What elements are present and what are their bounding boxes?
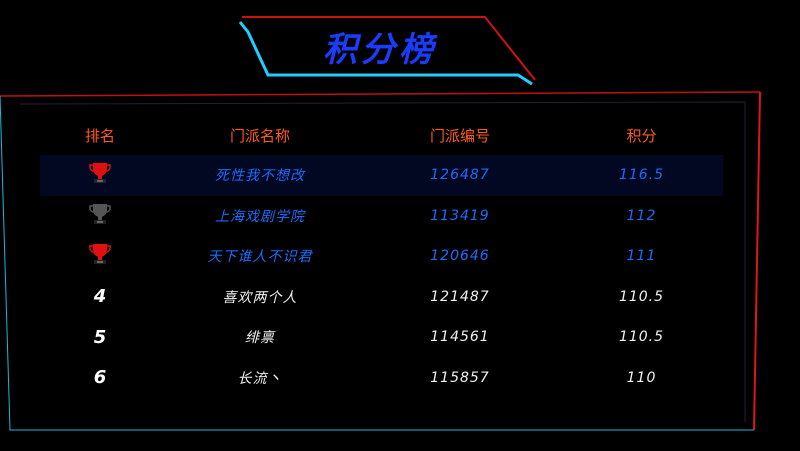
table-row[interactable]: 6 长流丶 115857 110	[40, 358, 723, 399]
table-row[interactable]: 天下谁人不识君 120646 111	[40, 236, 723, 277]
leaderboard-table: 排名 门派名称 门派编号 积分 死性我不想改 126487 116.5 上海戏剧…	[40, 115, 723, 398]
page-title: 积分榜	[323, 30, 437, 70]
guild-name: 死性我不想改	[215, 168, 305, 185]
table-row[interactable]: 4 喜欢两个人 121487 110.5	[40, 277, 723, 318]
guild-id: 120646	[430, 248, 490, 265]
rank-cell: 5	[40, 327, 160, 348]
rank-cell	[40, 242, 160, 270]
guild-score: 112	[626, 207, 657, 224]
table-row[interactable]: 5 绯禀 114561 110.5	[40, 317, 723, 358]
guild-score: 110.5	[618, 288, 665, 305]
guild-id: 115857	[430, 369, 490, 386]
guild-id: 126487	[430, 167, 490, 184]
rank-number: 4	[93, 286, 107, 308]
rank-cell: 4	[40, 286, 160, 307]
guild-name: 喜欢两个人	[222, 289, 298, 306]
header-score: 积分	[626, 126, 657, 145]
trophy-gold-red-icon	[89, 163, 111, 184]
guild-score: 110.5	[618, 329, 665, 346]
rank-number: 6	[93, 367, 107, 389]
guild-score: 111	[626, 248, 657, 265]
rank-cell: 6	[40, 367, 160, 388]
guild-score: 116.5	[618, 167, 665, 184]
guild-name: 天下谁人不识君	[207, 249, 313, 266]
rank-number: 5	[93, 326, 107, 348]
rank-cell	[40, 202, 160, 230]
header-name: 门派名称	[229, 126, 290, 145]
guild-id: 114561	[430, 329, 490, 346]
trophy-gray-icon	[89, 203, 111, 224]
table-row[interactable]: 死性我不想改 126487 116.5	[40, 155, 723, 196]
table-header: 排名 门派名称 门派编号 积分	[40, 115, 723, 155]
trophy-red-icon	[89, 244, 111, 265]
guild-score: 110	[626, 369, 657, 386]
header-rank: 排名	[84, 126, 115, 145]
guild-name: 上海戏剧学院	[215, 208, 305, 225]
guild-id: 121487	[430, 288, 490, 305]
header-id: 门派编号	[429, 126, 490, 145]
guild-name: 长流丶	[237, 370, 283, 387]
table-row[interactable]: 上海戏剧学院 113419 112	[40, 196, 723, 237]
rank-cell	[40, 161, 160, 189]
guild-name: 绯禀	[245, 330, 275, 347]
guild-id: 113419	[430, 207, 490, 224]
